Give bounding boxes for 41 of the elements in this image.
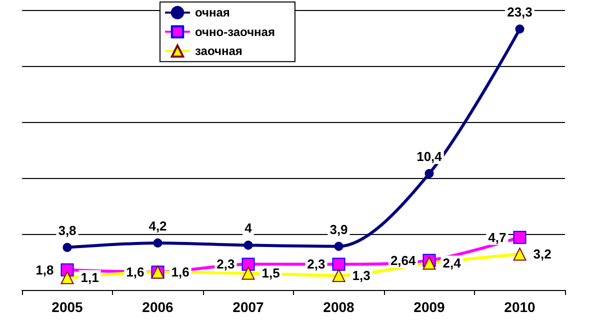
data-label: 1,3	[352, 268, 370, 283]
point	[242, 258, 255, 271]
legend-label: очная	[195, 6, 230, 20]
data-label: 2,3	[307, 256, 326, 272]
data-label: 1,1	[80, 270, 99, 286]
data-label: 2,64	[390, 252, 417, 268]
point	[332, 268, 346, 282]
data-label: 3,8	[58, 222, 76, 238]
x-tick-label: 2008	[323, 299, 355, 315]
data-label: 23,3	[507, 4, 532, 20]
point	[62, 242, 72, 252]
point	[334, 242, 344, 251]
point	[513, 230, 526, 244]
x-tick-label: 2007	[232, 299, 264, 315]
point	[242, 266, 255, 280]
point	[422, 256, 436, 270]
data-label: 1,8	[36, 262, 54, 278]
point	[153, 238, 162, 248]
data-label: 2,4	[442, 256, 462, 271]
legend-label: заочная	[195, 44, 242, 58]
point	[515, 24, 524, 34]
point	[332, 258, 346, 271]
data-label: 10,4	[416, 149, 443, 164]
data-label: 3,9	[330, 222, 348, 237]
data-label: 1,6	[171, 264, 190, 280]
data-label: 1,6	[126, 264, 144, 280]
x-tick-label: 2005	[52, 299, 84, 315]
x-tick-label: 2009	[414, 299, 446, 315]
point	[513, 248, 526, 261]
data-label: 1,5	[262, 266, 280, 281]
point	[244, 240, 253, 250]
data-label: 4,2	[148, 218, 167, 234]
x-tick-label: 2010	[504, 299, 536, 315]
data-label: 4,7	[488, 230, 506, 245]
data-label: 2,3	[216, 256, 235, 272]
data-label: 4	[244, 220, 253, 236]
point	[60, 271, 74, 284]
point	[424, 169, 434, 178]
legend-label: очно-заочная	[195, 24, 275, 39]
data-label: 3,2	[533, 246, 552, 262]
x-tick-label: 2006	[142, 299, 174, 315]
